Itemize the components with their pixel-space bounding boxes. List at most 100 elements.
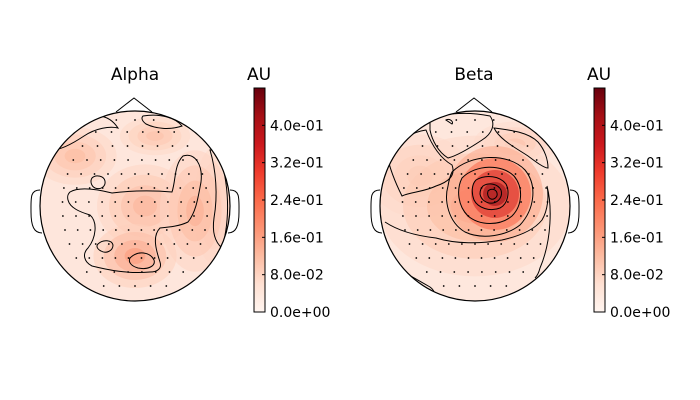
sensor-dot <box>403 187 405 189</box>
sensor-dot <box>193 215 195 217</box>
sensor-dot <box>140 187 143 189</box>
sensor-dot <box>166 187 169 189</box>
sensor-dot <box>101 187 104 189</box>
sensor-dot <box>425 271 428 273</box>
heat-blob <box>64 148 86 164</box>
sensor-dot <box>453 271 456 273</box>
sensor-dot <box>127 201 130 203</box>
heat-blob <box>133 195 157 217</box>
sensor-dot <box>474 285 476 287</box>
sensor-dot <box>442 285 445 287</box>
sensor-dot <box>147 243 150 245</box>
sensor-dot <box>153 187 156 189</box>
sensor-dot <box>99 271 102 273</box>
sensor-dot <box>404 229 406 231</box>
sensor-dot <box>455 229 457 231</box>
sensor-dot <box>114 215 117 217</box>
sensor-dot <box>127 159 129 161</box>
sensor-dot <box>532 187 535 189</box>
sensor-dot <box>501 173 503 175</box>
sensor-dot <box>406 173 409 175</box>
colorbar-tick-label: 0.0e+00 <box>270 305 330 321</box>
sensors-beta <box>401 119 549 287</box>
colorbar-tick-label: 1.6e-01 <box>270 230 324 246</box>
sensor-dot <box>496 145 499 147</box>
sensor-dot <box>467 257 470 259</box>
sensor-dot <box>114 187 117 189</box>
sensor-dot <box>535 159 538 161</box>
sensor-dot <box>493 257 496 259</box>
head-circle-beta <box>379 110 571 302</box>
sensor-dot <box>474 119 476 121</box>
sensor-dot <box>508 271 511 273</box>
sensor-dot <box>110 131 113 133</box>
sensor-dot <box>480 229 483 231</box>
head-outline-beta <box>370 97 580 234</box>
sensor-dot <box>467 271 469 273</box>
contour-beta-10 <box>384 185 551 279</box>
sensor-dot <box>454 201 457 203</box>
sensor-dot <box>154 271 157 273</box>
sensor-dot <box>114 201 117 203</box>
sensor-dot <box>505 285 508 287</box>
sensor-dot <box>153 257 156 259</box>
sensor-dot <box>153 215 156 217</box>
sensor-dot <box>61 201 64 203</box>
sensor-dot <box>75 215 77 217</box>
heat-blob <box>146 131 164 141</box>
heat-blob <box>483 182 507 206</box>
sensor-dot <box>544 229 546 231</box>
contour-alpha-4 <box>67 154 202 273</box>
sensor-dot <box>179 257 182 259</box>
sensor-dot <box>451 145 454 147</box>
sensor-dot <box>489 285 492 287</box>
colorbar-label-alpha: AU <box>247 65 271 85</box>
sensor-dot <box>126 145 129 147</box>
sensor-dot <box>415 215 417 217</box>
sensor-dot <box>186 145 189 147</box>
sensor-dot <box>81 145 84 147</box>
left-ear-beta <box>370 189 383 234</box>
sensor-dot <box>72 159 75 161</box>
sensor-dot <box>541 173 544 175</box>
colorbar-beta: AU 0.0e+00 8.0e-02 1.6e-01 2.4e-01 3.2e-01 4.… <box>587 65 670 321</box>
sensor-dot <box>149 285 152 287</box>
sensors-alpha <box>61 119 209 287</box>
sensor-dot <box>96 145 99 147</box>
sensor-dot <box>522 271 525 273</box>
sensor-dot <box>171 145 174 147</box>
sensor-dot <box>416 229 419 231</box>
sensor-dot <box>140 229 143 231</box>
head-circle-alpha <box>39 110 231 302</box>
sensor-dot <box>101 215 104 217</box>
sensor-dot <box>107 173 109 175</box>
sensor-dot <box>156 145 159 147</box>
contour-beta-7 <box>471 176 509 211</box>
sensor-dot <box>455 119 458 121</box>
sensor-dot <box>522 159 524 161</box>
sensor-dot <box>62 215 64 217</box>
sensor-dot <box>178 229 181 231</box>
sensor-dot <box>520 215 522 217</box>
sensor-dot <box>539 243 542 245</box>
sensor-dot <box>415 257 418 259</box>
sensor-dot <box>85 271 88 273</box>
sensor-dot <box>140 257 143 259</box>
sensor-dot <box>68 243 71 245</box>
nose-beta <box>455 97 493 113</box>
sensor-dot <box>127 215 130 217</box>
sensor-dot <box>94 131 97 133</box>
sensor-dot <box>546 215 548 217</box>
sensor-dot <box>492 119 495 121</box>
sensor-dot <box>428 215 430 217</box>
sensor-dot <box>167 201 169 203</box>
sensor-dot <box>441 187 444 189</box>
sensor-dot <box>134 173 136 175</box>
sensor-dot <box>193 201 196 203</box>
sensor-dot <box>508 159 511 161</box>
sensor-dot <box>192 187 195 189</box>
sensor-dot <box>63 187 65 189</box>
sensor-dot <box>493 201 496 203</box>
sensor-dot <box>134 119 136 121</box>
